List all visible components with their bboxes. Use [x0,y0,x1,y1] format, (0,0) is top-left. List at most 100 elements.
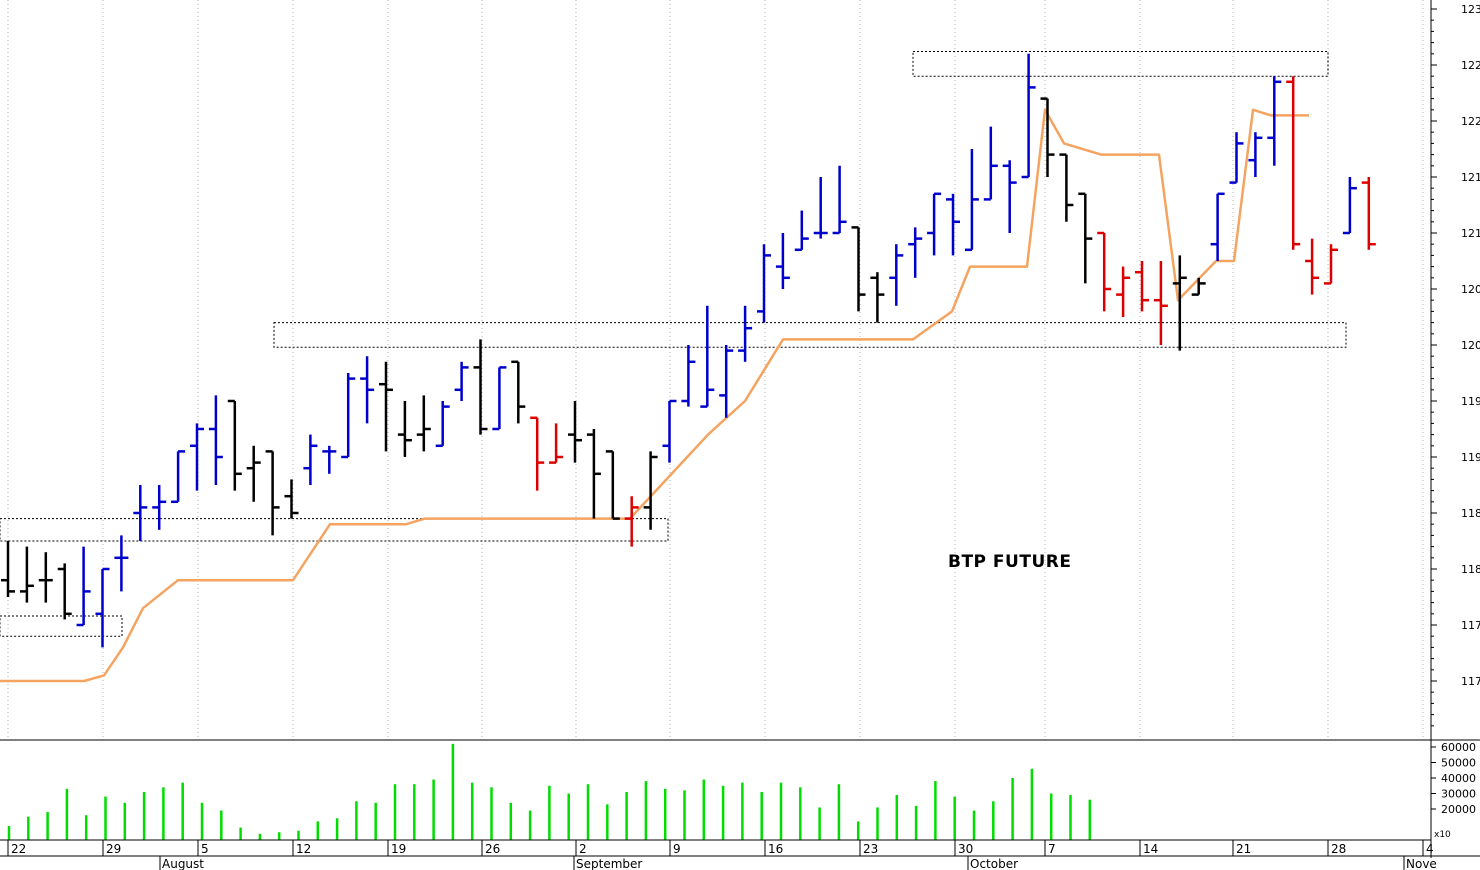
ohlc-bar-26 [492,366,507,431]
ohlc-bar-64 [1210,192,1225,261]
ohlc-bar-49 [927,192,942,256]
ohlc-bar-51 [964,149,979,252]
date-tick-label: 14 [1143,842,1158,856]
price-tick-label: 119.0 [1461,451,1480,464]
ohlc-bar-6 [114,535,129,592]
date-tick-label: 28 [1331,842,1346,856]
ohlc-bar-66 [1248,132,1263,177]
ohlc-bar-57 [1078,192,1093,284]
ohlc-bar-12 [227,399,242,491]
range-boxes [0,51,1347,637]
ohlc-bar-3 [57,563,72,620]
ohlc-bar-35 [662,399,677,463]
ohlc-bar-30 [568,401,582,463]
volume-tick-label: 60000 [1441,741,1476,754]
price-tick-label: 123.0 [1461,3,1480,16]
ohlc-bar-62 [1172,255,1187,351]
month-label: October [970,857,1018,870]
ohlc-bar-14 [265,450,280,536]
price-tick-label: 122.5 [1461,59,1480,72]
date-tick-label: 12 [296,842,311,856]
ohlc-bar-70 [1324,244,1338,285]
price-tick-label: 118.5 [1461,507,1480,520]
ohlc-bar-46 [870,272,885,323]
ohlc-bar-17 [322,445,337,474]
ohlc-bar-56 [1059,153,1074,222]
volume-tick-label: 50000 [1441,757,1476,770]
ohlc-bar-19 [360,356,375,424]
ohlc-bar-69 [1305,238,1320,295]
ohlc-bar-52 [983,126,998,201]
ohlc-bar-33 [624,496,639,547]
ohlc-bar-0 [1,541,15,597]
date-tick-label: 9 [673,842,681,856]
ohlc-bar-16 [303,434,318,485]
price-axis-ticks: 123.0 122.5 122.0 121.5 121.0 120.5 120.0 119.5… [1431,3,1480,727]
date-tick-label: 7 [1048,842,1056,856]
ohlc-bar-44 [832,165,847,235]
month-label: September [576,857,642,870]
range-box-0 [912,51,1329,77]
ohlc-bar-43 [813,177,828,239]
date-tick-label: 29 [106,842,121,856]
ohlc-bar-40 [757,244,771,323]
date-tick-label: 23 [863,842,878,856]
ohlc-bar-25 [473,339,488,435]
ohlc-bar-54 [1021,53,1036,179]
ohlc-bar-13 [246,445,261,502]
ohlc-bar-47 [889,244,904,306]
ohlc-bar-23 [435,401,450,448]
price-tick-label: 120.5 [1461,283,1480,296]
price-tick-label: 117.0 [1461,675,1480,688]
volume-tick-label: 30000 [1441,788,1476,801]
trail-line [0,108,1309,683]
ohlc-bar-34 [643,451,658,530]
trailing-stop-line [0,108,1309,683]
ohlc-bar-36 [681,345,696,407]
price-tick-label: 121.5 [1461,171,1480,184]
ohlc-bar-55 [1040,97,1055,177]
ohlc-bar-32 [605,450,620,520]
ohlc-bar-1 [19,546,34,603]
range-box-1 [273,322,1347,348]
ohlc-bar-60 [1135,261,1149,312]
ohlc-bar-9 [171,450,186,504]
price-tick-label: 121.0 [1461,227,1480,240]
ohlc-bar-10 [190,423,204,491]
ohlc-bar-18 [341,373,356,459]
date-tick-label: 30 [958,842,973,856]
price-tick-label: 119.5 [1461,395,1480,408]
ohlc-bar-8 [152,485,167,530]
date-tick-label: 22 [11,842,26,856]
ohlc-bar-67 [1267,76,1282,166]
ohlc-bar-27 [511,360,526,424]
ohlc-bar-48 [908,227,923,278]
ohlc-bar-2 [38,552,53,603]
ohlc-bar-28 [530,416,545,491]
ohlc-bar-38 [719,345,734,418]
volume-axis-ticks: 60000 50000 40000 30000 20000 x10 [1431,741,1476,840]
ohlc-bar-63 [1191,277,1206,296]
price-tick-label: 120.0 [1461,339,1480,352]
ohlc-bar-4 [76,546,91,627]
month-label: Nove [1406,857,1437,870]
ohlc-bar-5 [95,567,110,648]
ohlc-bar-11 [208,395,223,485]
ohlc-bar-20 [379,361,393,452]
date-tick-label: 19 [391,842,406,856]
ohlc-bar-22 [416,395,431,452]
ohlc-bar-37 [700,305,715,408]
ohlc-bar-72 [1361,177,1376,250]
ohlc-bar-21 [397,401,412,457]
ohlc-bar-41 [775,233,790,289]
date-tick-label: 16 [768,842,783,856]
chart-title: BTP FUTURE [948,552,1071,572]
ohlc-bar-15 [284,479,299,519]
ohlc-bar-50 [946,193,960,256]
ohlc-bar-65 [1229,132,1244,184]
ohlc-bar-59 [1116,266,1131,317]
range-box-2 [0,518,669,542]
